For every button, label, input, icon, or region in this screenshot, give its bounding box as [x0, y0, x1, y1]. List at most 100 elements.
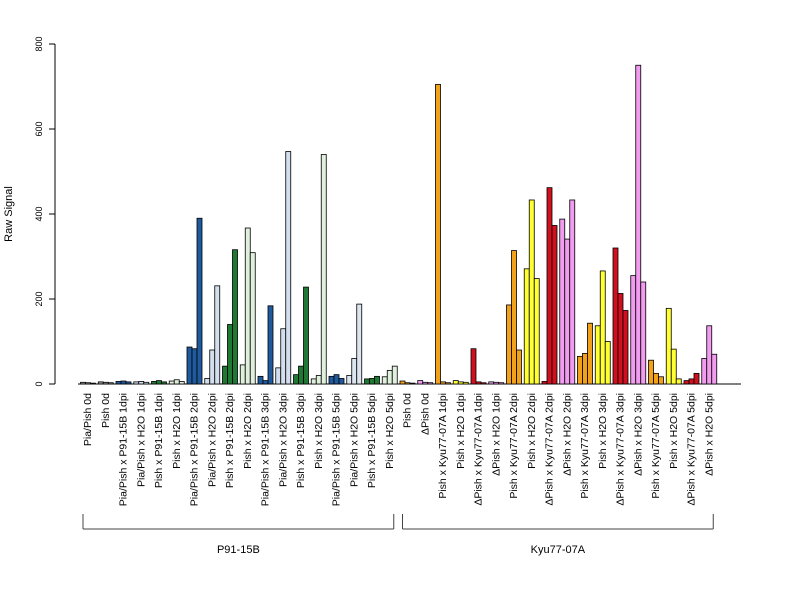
bar [138, 381, 145, 385]
bar [133, 381, 140, 385]
bar [161, 381, 167, 385]
bar [399, 380, 406, 385]
group-label: Kyu77-07A [531, 544, 586, 556]
x-tick-labels: Pia/Pish 0d Pish 0d Pia/Pish x P91-15B 1dp… [82, 393, 715, 506]
x-tick-label: ΔPish x H2O 2dpi [561, 393, 573, 476]
bar [701, 358, 708, 385]
bar [640, 281, 647, 385]
y-axis: 0 200 400 600 800 [34, 36, 56, 387]
bar [320, 154, 327, 385]
x-tick-label: Pish x P91-15B 3dpi [295, 393, 307, 488]
bar [470, 348, 477, 385]
bar [115, 381, 122, 385]
x-tick-label: Pia/Pish 0d [82, 393, 94, 446]
bar [151, 381, 157, 385]
bar [209, 349, 216, 385]
bar [435, 83, 441, 385]
bar [648, 359, 654, 385]
bar [577, 355, 583, 385]
x-tick-label: Pish 0d [402, 393, 414, 428]
bar [204, 378, 211, 385]
bar [409, 382, 416, 385]
y-tick-label: 400 [34, 206, 44, 221]
x-tick-label: Pia/Pish x H2O 1dpi [135, 393, 147, 487]
bar [102, 381, 109, 385]
bar [196, 217, 203, 385]
bar [186, 346, 193, 385]
bar [280, 328, 287, 385]
bar [178, 381, 185, 385]
bar [711, 353, 718, 385]
bar [298, 365, 304, 385]
x-tick-label: Pish x P91-15B 2dpi [224, 393, 236, 488]
bar [630, 275, 637, 385]
bar [404, 382, 411, 385]
bar [670, 348, 677, 385]
group-label: P91-15B [217, 544, 260, 556]
x-tick-label: Pish x P91-15B 1dpi [153, 393, 165, 488]
bar [374, 375, 380, 385]
x-tick-label: ΔPish x Kyu77-07A 3dpi [615, 393, 627, 506]
bar [498, 382, 505, 385]
y-tick-label: 800 [34, 36, 44, 51]
x-tick-label: Pish x Kyu77-07A 2dpi [508, 393, 520, 499]
bar [386, 369, 393, 385]
bar [125, 381, 132, 385]
bar [452, 380, 459, 385]
bar [262, 380, 269, 385]
bar [328, 375, 335, 385]
bar [653, 372, 659, 385]
x-tick-label: ΔPish x Kyu77-07A 5dpi [686, 393, 698, 506]
y-axis-label: Raw Signal [3, 186, 15, 242]
bar [214, 285, 221, 385]
bar [569, 199, 576, 385]
bar [275, 367, 282, 385]
bar [594, 325, 601, 385]
bar [267, 305, 274, 385]
x-tick-label: Pish x P91-15B 5dpi [366, 393, 378, 488]
bar [310, 378, 317, 385]
bar [693, 372, 700, 385]
bar [493, 381, 500, 385]
bar [665, 307, 672, 385]
bar [315, 375, 322, 385]
bar [191, 348, 198, 385]
bar [528, 199, 535, 385]
x-tick-label: Pish x H2O 2dpi [526, 393, 538, 469]
bar [546, 187, 553, 385]
bar [516, 349, 522, 385]
x-tick-label: Pia/Pish x P91-15B 2dpi [189, 393, 201, 506]
bar [688, 378, 695, 385]
bar [612, 247, 619, 385]
bar [683, 380, 690, 385]
x-tick-label: Pish x H2O 5dpi [668, 393, 680, 469]
x-tick-label: ΔPish x H2O 5dpi [703, 393, 715, 476]
x-tick-label: Pia/Pish x H2O 2dpi [206, 393, 218, 487]
bar [635, 64, 642, 385]
x-tick-label: Pia/Pish x P91-15B 3dpi [260, 393, 272, 506]
bar [85, 382, 91, 385]
bar [427, 382, 434, 385]
bar [244, 227, 251, 385]
bar [303, 286, 309, 385]
bar [417, 380, 424, 385]
x-tick-label: Pish x H2O 5dpi [384, 393, 396, 469]
x-tick-label: ΔPish x H2O 1dpi [490, 393, 502, 476]
y-tick-label: 0 [34, 381, 44, 386]
x-tick-label: Pia/Pish x H2O 5dpi [348, 393, 360, 487]
bar [564, 238, 571, 385]
bar [462, 381, 469, 385]
bar [617, 293, 624, 385]
x-tick-label: ΔPish 0d [419, 393, 431, 435]
bar [257, 375, 264, 385]
bar [675, 378, 682, 385]
x-tick-label: ΔPish x H2O 3dpi [632, 393, 644, 476]
bar [97, 381, 104, 385]
bar [488, 381, 495, 385]
bar [168, 380, 175, 385]
x-tick-label: Pish 0d [100, 393, 112, 428]
x-tick-label: Pia/Pish x P91-15B 5dpi [331, 393, 343, 506]
x-tick-label: Pish x H2O 3dpi [313, 393, 325, 469]
bar [511, 250, 517, 385]
